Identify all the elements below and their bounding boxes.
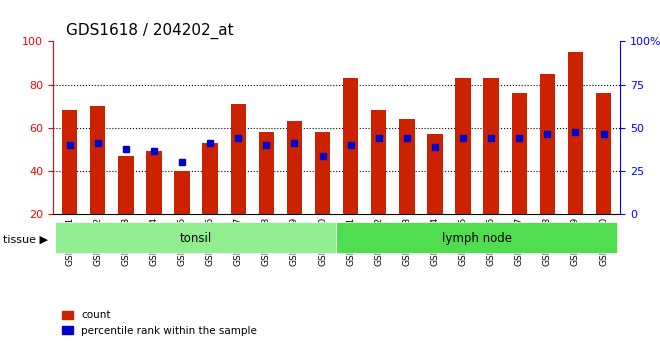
Bar: [483, 78, 499, 214]
Text: lymph node: lymph node: [442, 231, 512, 245]
Bar: [315, 132, 330, 214]
Bar: [118, 156, 133, 214]
Bar: [540, 74, 555, 214]
Bar: [455, 78, 471, 214]
Bar: [230, 104, 246, 214]
FancyBboxPatch shape: [337, 223, 618, 254]
Text: tonsil: tonsil: [180, 231, 213, 245]
Bar: [62, 110, 77, 214]
Bar: [399, 119, 414, 214]
Bar: [568, 52, 583, 214]
Bar: [427, 134, 443, 214]
Bar: [203, 143, 218, 214]
Bar: [174, 171, 190, 214]
Bar: [343, 78, 358, 214]
Bar: [90, 106, 106, 214]
FancyBboxPatch shape: [55, 223, 337, 254]
Bar: [286, 121, 302, 214]
Bar: [147, 151, 162, 214]
Bar: [512, 93, 527, 214]
Bar: [259, 132, 274, 214]
Legend: count, percentile rank within the sample: count, percentile rank within the sample: [58, 306, 261, 340]
Text: GDS1618 / 204202_at: GDS1618 / 204202_at: [66, 22, 234, 39]
Text: tissue ▶: tissue ▶: [3, 235, 48, 245]
Bar: [371, 110, 387, 214]
Bar: [596, 93, 611, 214]
